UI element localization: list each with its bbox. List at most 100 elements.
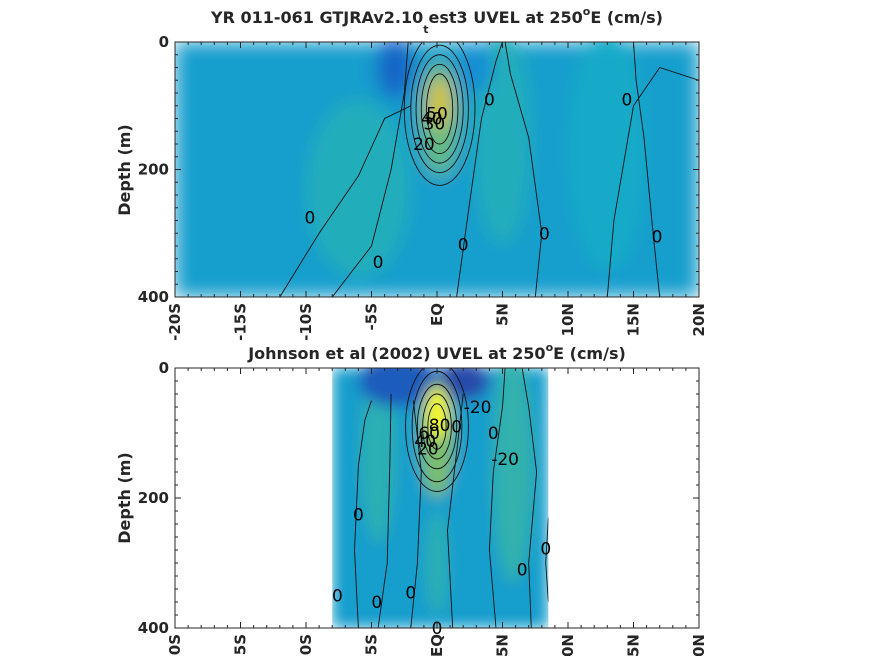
contour-label: 0 xyxy=(371,593,382,613)
field-feature xyxy=(492,368,534,583)
contour-core xyxy=(427,403,447,450)
x-tick-label: -20S xyxy=(166,634,184,656)
contour-label: 0 xyxy=(652,227,663,247)
contour-core xyxy=(405,368,469,492)
x-tick-label: 15N xyxy=(625,303,643,336)
chart-title: Johnson et al (2002) UVEL at 250oE (cm/s… xyxy=(247,341,626,363)
contour-label: -20 xyxy=(464,398,492,418)
contour-label: 0 xyxy=(458,236,469,256)
field-feature xyxy=(306,99,411,278)
contour-zero xyxy=(606,66,699,297)
contour-label: 0 xyxy=(451,418,462,438)
field-feature xyxy=(460,42,493,93)
contour-label: 0 xyxy=(488,424,499,444)
x-tick-label: -10S xyxy=(297,634,315,656)
x-tick-label: -20S xyxy=(166,303,184,341)
contour-zero xyxy=(456,42,503,297)
contour-zero xyxy=(447,393,464,628)
contour-label: 30 xyxy=(424,115,446,135)
plot-area xyxy=(175,42,699,297)
contour-zero xyxy=(410,400,422,628)
contour-label: 20 xyxy=(413,135,435,155)
contour-zero xyxy=(521,368,538,628)
x-tick-label: 20N xyxy=(690,303,708,336)
y-tick-label: 0 xyxy=(159,359,169,377)
contour-label: 0 xyxy=(373,253,384,273)
contour-label: 0 xyxy=(305,208,316,228)
y-axis-label: Depth (m) xyxy=(115,452,134,544)
x-tick-label: 15N xyxy=(625,634,643,656)
contour-label: 40 xyxy=(421,110,443,130)
contour-label: 80 xyxy=(429,416,451,436)
contour-label: 0 xyxy=(622,90,633,110)
x-tick-label: -5S xyxy=(363,303,381,330)
x-tick-label: 5N xyxy=(494,303,512,326)
panel-top: YR 011-061 GTJRAv2.10test3 UVEL at 250oE… xyxy=(115,5,708,341)
contour-core xyxy=(422,393,452,460)
x-tick-label: -15S xyxy=(232,303,250,341)
y-tick-label: 400 xyxy=(138,619,169,637)
contour-lines xyxy=(279,42,699,297)
contour-label: 40 xyxy=(414,432,436,452)
y-axis-label: Depth (m) xyxy=(115,124,134,216)
field-feature xyxy=(425,511,449,615)
y-tick-label: 200 xyxy=(138,489,169,507)
x-tick-label: 5N xyxy=(494,634,512,656)
field-feature xyxy=(429,77,451,129)
field-feature xyxy=(426,387,448,440)
field-feature xyxy=(568,42,647,272)
x-tick-label: -10S xyxy=(297,303,315,341)
no-data-region xyxy=(548,368,699,628)
contour-zero xyxy=(354,400,372,628)
x-tick-label: 10N xyxy=(559,634,577,656)
x-tick-label: 20N xyxy=(690,634,708,656)
field-feature xyxy=(376,42,414,100)
contour-label: 20 xyxy=(417,440,439,460)
contour-label: 0 xyxy=(405,583,416,603)
contour-label: 0 xyxy=(484,90,495,110)
x-tick-label: EQ xyxy=(428,303,446,326)
contour-core xyxy=(426,73,454,145)
x-tick-label: 10N xyxy=(559,303,577,336)
contour-core xyxy=(410,44,469,174)
contour-label: -20 xyxy=(491,450,519,470)
no-data-region xyxy=(175,368,333,628)
y-tick-label: 0 xyxy=(159,33,169,51)
panel-bottom: Johnson et al (2002) UVEL at 250oE (cm/s… xyxy=(115,341,708,656)
contour-zero xyxy=(331,42,409,297)
field-feature xyxy=(358,368,437,407)
contour-label: 60 xyxy=(418,424,440,444)
x-tick-label: -5S xyxy=(363,634,381,656)
contour-label: 0 xyxy=(517,561,528,581)
contour-zero xyxy=(377,393,392,628)
x-tick-label: EQ xyxy=(428,634,446,656)
contour-zero xyxy=(545,517,549,603)
contour-zero xyxy=(488,368,506,628)
y-tick-label: 200 xyxy=(138,161,169,179)
contour-label: 0 xyxy=(539,224,550,244)
contour-label: 0 xyxy=(540,540,551,560)
x-tick-label: -15S xyxy=(232,634,250,656)
contour-zero xyxy=(633,42,661,297)
plot-area xyxy=(175,368,699,628)
velocity-field xyxy=(332,368,549,628)
y-tick-label: 400 xyxy=(138,288,169,306)
contour-zero xyxy=(504,42,543,297)
contour-core xyxy=(415,54,464,164)
velocity-field xyxy=(175,42,699,297)
contour-label: 0 xyxy=(332,587,343,607)
contour-core xyxy=(416,383,458,470)
contour-label: 0 xyxy=(432,619,443,639)
contour-core xyxy=(420,63,459,155)
chart-title: YR 011-061 GTJRAv2.10test3 UVEL at 250oE… xyxy=(210,5,663,36)
contour-label: 0 xyxy=(353,505,364,525)
field-feature xyxy=(437,368,490,401)
contour-lines xyxy=(354,368,549,628)
contour-label: 50 xyxy=(426,104,448,124)
field-feature xyxy=(359,368,397,544)
